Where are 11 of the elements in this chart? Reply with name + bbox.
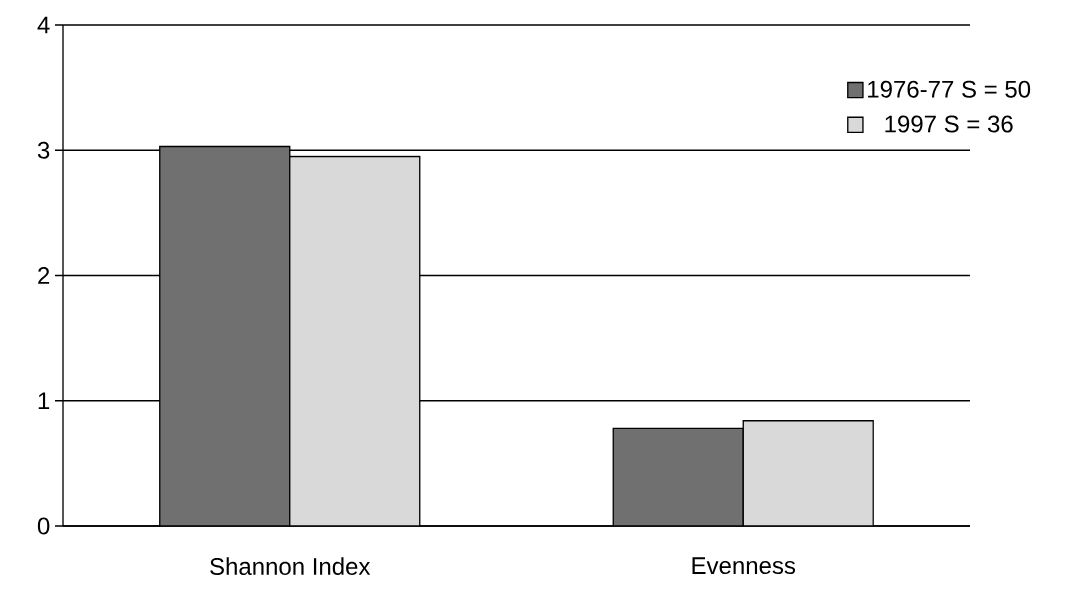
legend-label: 1976-77 S = 50: [868, 80, 1031, 98]
bar: [612, 427, 744, 526]
bar: [159, 145, 291, 526]
y-tick-label: 1: [38, 392, 50, 409]
y-tick-label: 4: [37, 16, 50, 34]
x-tick-label: Evenness: [692, 557, 796, 575]
y-tick-label: 3: [37, 141, 50, 159]
y-tick-label: 2: [38, 267, 50, 284]
legend-label: 1997 S = 36: [885, 115, 1013, 133]
y-tick-label: 0: [37, 517, 50, 535]
x-tick-label: Shannon Index: [210, 557, 371, 575]
